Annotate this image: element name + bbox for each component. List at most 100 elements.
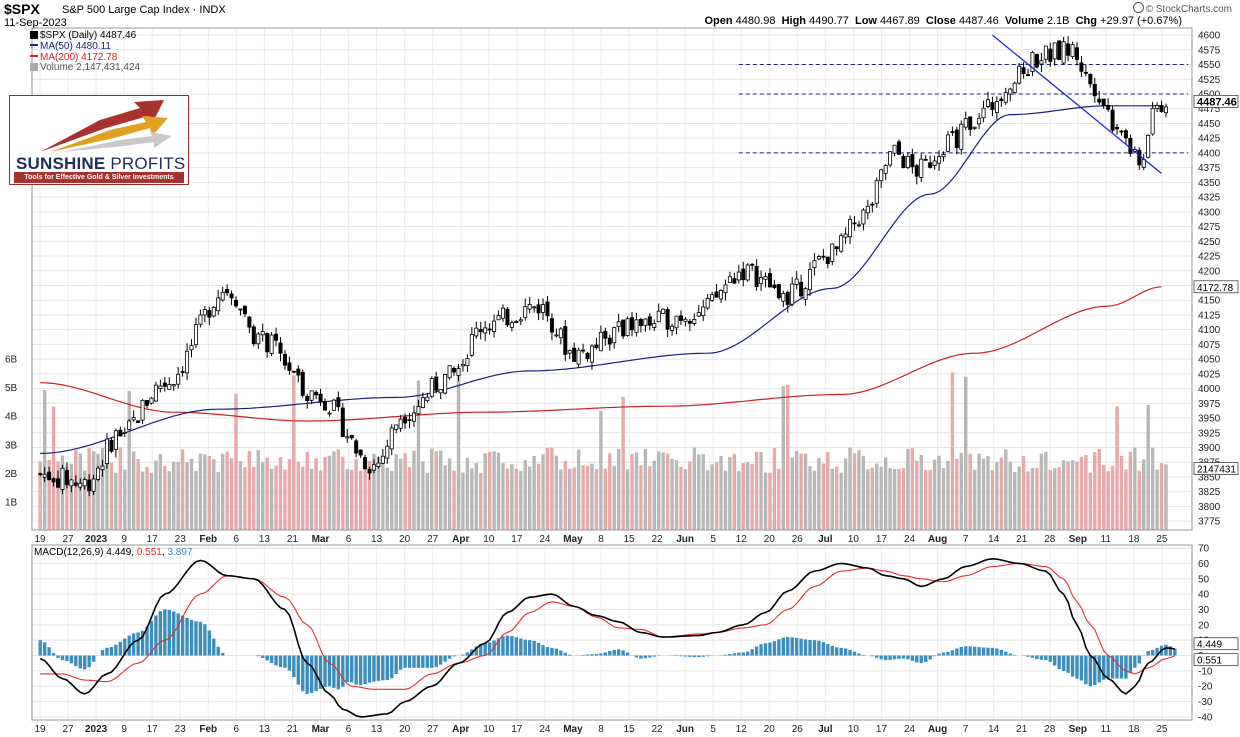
candle-body (398, 418, 403, 429)
price-tick-label: 4375 (1198, 163, 1221, 174)
volume-bar (603, 468, 608, 530)
macd-x-tick-label: 15 (623, 724, 635, 735)
candle-body (278, 342, 283, 354)
volume-bar (946, 460, 950, 530)
volume-bar (274, 465, 278, 530)
candle-body (527, 304, 532, 310)
volume-bar (892, 469, 897, 530)
volume-bar (38, 461, 42, 530)
volume-bar (180, 449, 185, 530)
volume-bar (114, 472, 118, 530)
candle-body (803, 288, 808, 300)
candle-body (977, 117, 982, 125)
volume-bar (572, 467, 576, 530)
macd-histogram-bar (999, 649, 1004, 656)
volume-bar (576, 449, 581, 530)
candle-body (523, 306, 528, 318)
macd-histogram-bar (189, 619, 194, 656)
legend-macd-value: 4.449 (106, 547, 132, 558)
macd-histogram-bar (594, 653, 599, 656)
macd-histogram-bar (51, 653, 56, 656)
candle-body (305, 396, 310, 402)
volume-bar (252, 466, 256, 530)
volume-bar (839, 472, 843, 530)
candle-body (687, 320, 692, 324)
price-x-tick-label: 9 (121, 534, 127, 545)
macd-histogram-bar (69, 655, 74, 664)
legend-hist-value: 3.897 (167, 547, 193, 558)
volume-bar (705, 470, 710, 530)
low-value: 4467.89 (880, 15, 920, 27)
volume-bar (118, 447, 123, 530)
macd-histogram-bar (452, 655, 456, 657)
legend-macd-label: MACD(12,26,9) (34, 547, 104, 558)
volume-bar (714, 462, 719, 530)
candle-body (242, 305, 247, 315)
macd-histogram-bar (1070, 655, 1075, 677)
volume-bar (407, 466, 412, 530)
arrow-up-icon (1132, 2, 1144, 13)
volume-bar (768, 472, 772, 530)
candle-body (296, 368, 301, 376)
macd-x-tick-label: 10 (848, 724, 860, 735)
close-label: Close (925, 15, 956, 27)
candle-body (247, 316, 252, 328)
macd-histogram-bar (643, 655, 648, 659)
candle-body (416, 406, 421, 415)
macd-x-tick-label: 27 (427, 724, 439, 735)
ohlc-readout: Open 4480.98 High 4490.77 Low 4467.89 Cl… (704, 15, 1182, 27)
macd-histogram-bar (158, 611, 163, 656)
volume-bar (398, 458, 403, 530)
volume-bar (585, 465, 590, 530)
candle-body (767, 273, 772, 288)
volume-bar (737, 471, 741, 530)
volume-bar (625, 469, 630, 530)
volume-bar (194, 470, 198, 530)
candle-body (665, 309, 670, 330)
macd-histogram-bar (937, 653, 941, 656)
volume-bar (269, 468, 274, 530)
macd-histogram-bar (803, 639, 808, 656)
candle-body (64, 470, 69, 486)
price-x-tick-label: 11 (1101, 534, 1112, 545)
candle-body (572, 347, 577, 362)
macd-histogram-bar (465, 652, 470, 656)
candle-body (972, 126, 977, 129)
volume-bar (74, 450, 78, 530)
candle-body (104, 438, 109, 464)
volume-bar (212, 459, 216, 530)
macd-histogram-bar (608, 651, 612, 656)
volume-bar (421, 461, 425, 530)
volume-bar (100, 447, 105, 530)
volume-tick-label: 1B (5, 497, 18, 508)
volume-bar (741, 463, 745, 530)
volume-bar (688, 461, 692, 530)
candle-body (821, 255, 826, 258)
price-x-tick-label: 10 (483, 534, 495, 545)
candle-body (158, 385, 163, 390)
price-tag-text: 4487.46 (1197, 96, 1237, 108)
macd-histogram-bar (1004, 651, 1008, 656)
candle-body (607, 337, 612, 345)
macd-histogram-bar (964, 646, 968, 656)
volume-bar (136, 459, 140, 530)
volume-bar (648, 466, 652, 530)
volume-bar (821, 463, 826, 530)
macd-histogram-bar (754, 646, 759, 656)
source-credit[interactable]: © StockCharts.com (1132, 2, 1232, 15)
macd-histogram-bar (42, 642, 47, 656)
candle-body (202, 309, 207, 316)
volume-bar (915, 460, 919, 530)
candle-body (830, 243, 835, 262)
volume-bar (1048, 470, 1052, 530)
candle-body (514, 321, 519, 323)
downtrend-line (992, 34, 1162, 175)
candle-body (340, 407, 345, 437)
volume-bar (955, 458, 959, 530)
candle-body (238, 308, 243, 311)
macd-histogram-bar (1039, 655, 1044, 660)
volume-bar (1133, 447, 1137, 530)
index-fullname: S&P 500 Large Cap Index (62, 4, 190, 16)
volume-bar (852, 453, 857, 530)
volume-bar (630, 453, 634, 530)
